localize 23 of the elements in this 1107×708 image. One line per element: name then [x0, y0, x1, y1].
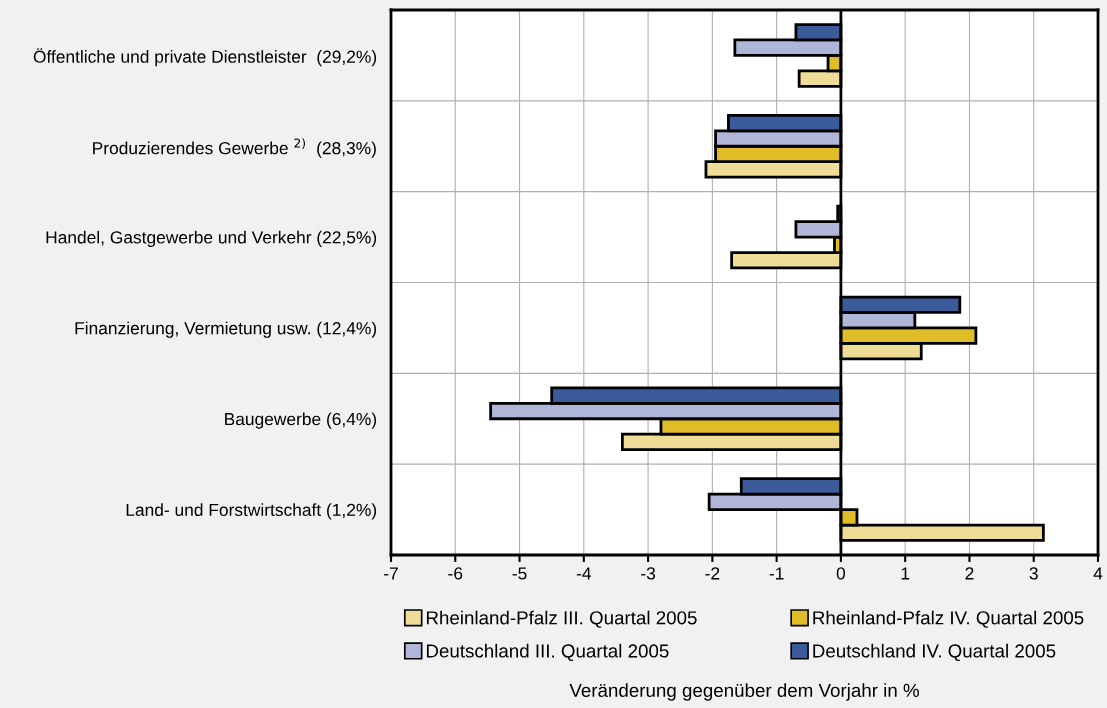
y-tick-label: Produzierendes Gewerbe $^{2)}$ (28,3%): [93, 138, 376, 158]
legend-label: Deutschland IV. Quartal 2005: [813, 643, 1056, 661]
text: Veränderung gegenüber dem Vorjahr in %: [569, 683, 919, 701]
x-tick-label: -5: [512, 567, 527, 580]
x-tick-label: 0: [836, 567, 846, 580]
x-tick-label: -3: [641, 567, 656, 580]
x-tick-label: 4: [1093, 567, 1103, 580]
x-tick-label: 3: [1029, 567, 1038, 580]
y-tick-label: Land- und Forstwirtschaft (1,2%): [126, 503, 377, 520]
x-tick-label: -4: [576, 567, 592, 580]
x-tick-label: 2: [965, 567, 974, 580]
legend-label: Rheinland-Pfalz III. Quartal 2005: [426, 610, 697, 628]
legend-label: Deutschland III. Quartal 2005: [426, 643, 669, 661]
y-tick-label: Öffentliche und private Dienstleister (29,2%): [33, 48, 377, 67]
y-tick-label: Finanzierung, Vermietung usw. (12,4%): [75, 321, 377, 338]
y-tick-label: Baugewerbe (6,4%): [225, 412, 377, 429]
x-tick-label: -2: [705, 567, 720, 580]
x-tick-label: -6: [448, 567, 463, 580]
x-tick-label: 1: [901, 567, 910, 580]
x-tick-label: -1: [769, 567, 784, 580]
legend-label: Rheinland-Pfalz IV. Quartal 2005: [813, 610, 1084, 628]
x-tick-label: -7: [384, 567, 398, 580]
y-tick-label: Handel, Gastgewerbe und Verkehr (22,5%): [46, 230, 377, 247]
